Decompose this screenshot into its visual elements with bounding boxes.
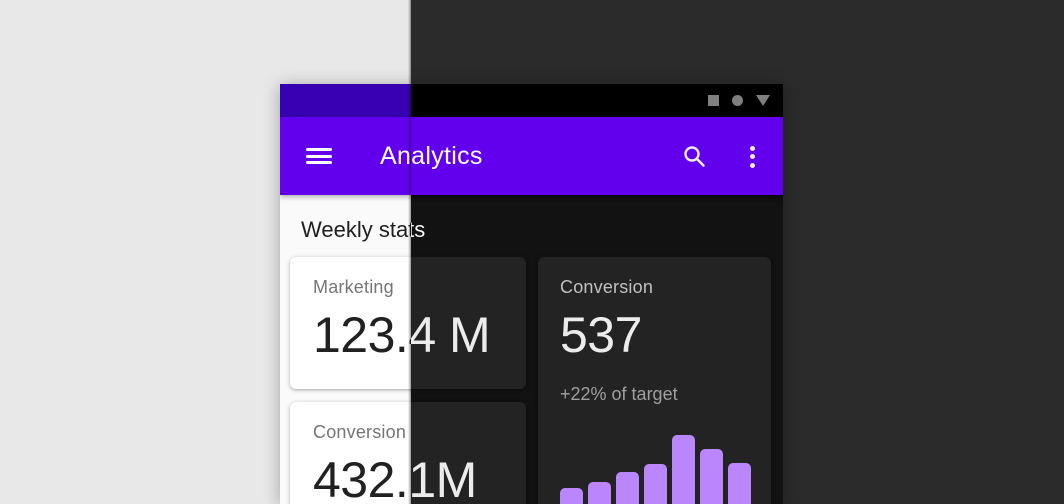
card-value: 537: [560, 307, 642, 363]
card-label: Conversion: [560, 277, 654, 297]
status-icons: [708, 84, 770, 117]
card-label: Conversion: [313, 422, 407, 442]
menu-icon[interactable]: [306, 148, 332, 165]
search-icon[interactable]: [682, 144, 706, 168]
status-triangle-down-icon: [756, 95, 770, 106]
chart-bar: [560, 488, 583, 504]
card-value: 123.4 M: [411, 308, 526, 362]
card-value: 432.1M: [411, 453, 526, 504]
status-square-icon: [708, 95, 719, 106]
content-area: Weekly stats Marketing 123.4 M Conversio…: [411, 195, 783, 504]
chart-bar: [672, 435, 695, 504]
chart-bar: [588, 482, 611, 504]
overflow-menu-icon[interactable]: [750, 146, 756, 168]
status-bar: [411, 84, 783, 117]
status-circle-icon: [732, 95, 743, 106]
stat-card-conversion-main[interactable]: Conversion 537 +22% of target: [538, 257, 771, 504]
app-title: Analytics: [380, 142, 483, 170]
app-bar: Analytics: [280, 117, 783, 195]
section-title: Weekly stats: [301, 217, 426, 242]
chart-bar: [700, 449, 723, 504]
card-label: Marketing: [313, 277, 394, 297]
chart-bar: [616, 472, 639, 504]
weekly-bar-chart: [560, 435, 751, 504]
chart-bar: [728, 463, 751, 504]
stat-card-marketing[interactable]: Marketing 123.4 M: [411, 257, 526, 389]
section-title: Weekly stats: [411, 217, 425, 243]
stat-card-conversion-secondary[interactable]: Conversion 432.1M: [411, 402, 526, 504]
chart-bar: [644, 464, 667, 504]
card-subtext: +22% of target: [560, 384, 678, 404]
